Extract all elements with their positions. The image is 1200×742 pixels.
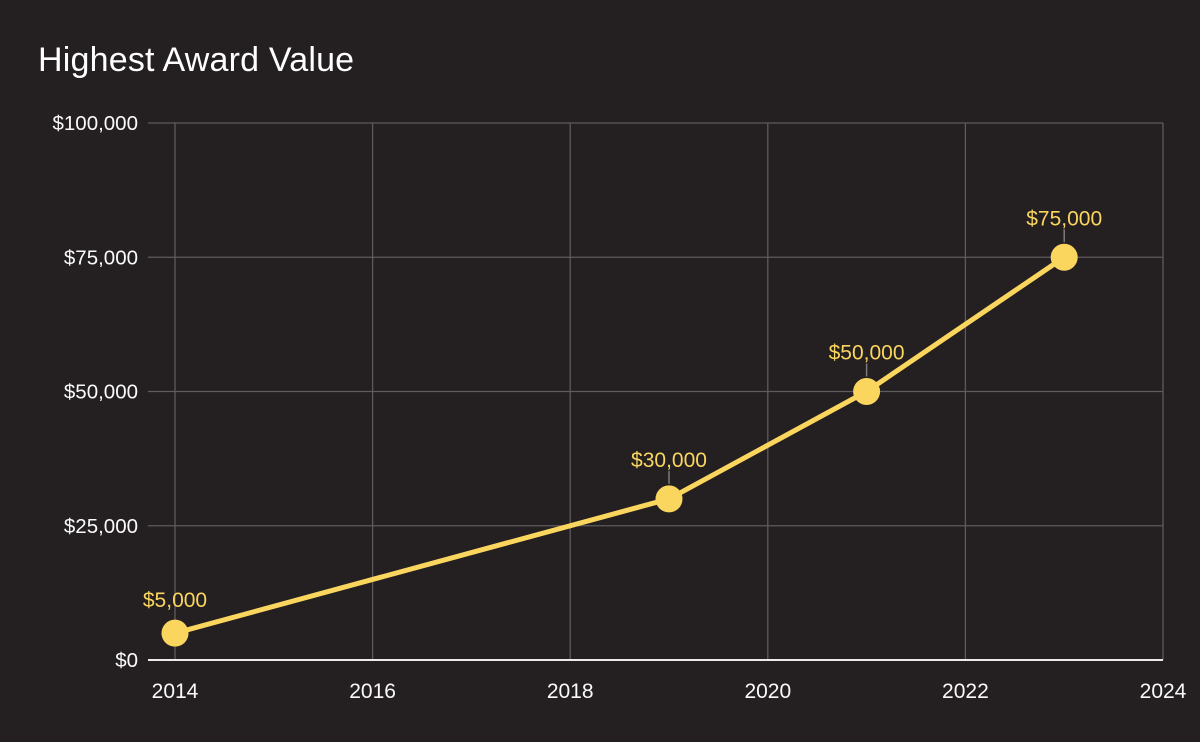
- y-tick-label: $50,000: [64, 381, 138, 404]
- chart-title: Highest Award Value: [38, 41, 355, 79]
- x-tick-label: 2016: [349, 680, 396, 703]
- x-tick-label: 2024: [1140, 680, 1187, 703]
- x-tick-label: 2018: [547, 680, 594, 703]
- data-point-label: $50,000: [829, 342, 905, 365]
- y-tick-label: $100,000: [52, 112, 138, 135]
- data-point-marker[interactable]: [655, 485, 683, 513]
- y-tick-label: $25,000: [64, 515, 138, 538]
- data-point-marker[interactable]: [1050, 243, 1078, 271]
- y-tick-label: $75,000: [64, 246, 138, 269]
- data-point-marker[interactable]: [853, 378, 881, 405]
- data-point-label: $30,000: [631, 449, 707, 472]
- data-point-label: $75,000: [1026, 207, 1102, 230]
- data-point-label: $5,000: [143, 589, 207, 612]
- x-tick-label: 2014: [152, 680, 199, 703]
- y-tick-label: $0: [115, 649, 138, 672]
- x-tick-label: 2022: [942, 680, 989, 703]
- x-tick-label: 2020: [744, 680, 791, 703]
- series-line: [172, 254, 1067, 636]
- data-point-marker[interactable]: [161, 619, 189, 647]
